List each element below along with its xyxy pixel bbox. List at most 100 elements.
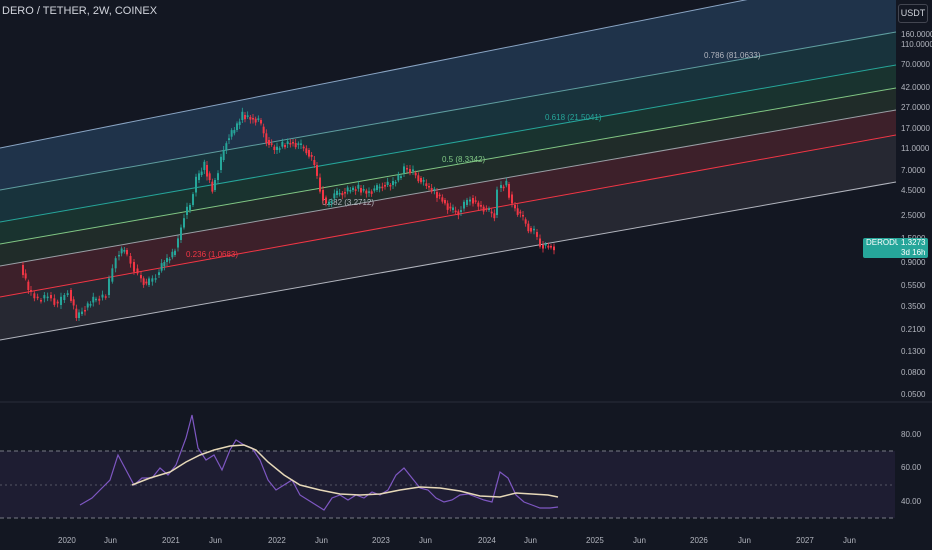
candle-body [460,210,462,212]
candle-body [414,172,417,176]
price-tick: 0.1300 [901,347,926,356]
candle-body [469,199,471,202]
price-tick: 0.5500 [901,281,926,290]
candle-body [522,215,524,217]
candle-body [163,262,166,267]
fib-band-0236 [0,135,896,340]
chart-title[interactable]: DERO / TETHER, 2W, COINEX [2,5,158,17]
candle-body [547,245,550,248]
candle-body [463,201,465,209]
candle-body [104,296,107,298]
candle-body [412,169,414,171]
fib-line-0236 [0,134,897,298]
candle-body [254,118,257,123]
candle-body [129,256,132,264]
candlestick-series[interactable] [22,107,555,321]
candle-body [438,194,441,197]
candle-body [276,146,278,150]
candle-body [208,173,211,181]
rsi-axis[interactable]: 80.00 60.00 40.00 [901,430,922,506]
fib-band-0786 [0,32,896,222]
candle-body [341,193,344,196]
candle-body [174,250,176,255]
candle-body [333,193,336,199]
candle-body [195,176,197,193]
candle-body [493,213,496,219]
currency-button[interactable]: USDT [898,4,928,23]
candle-body [180,227,182,240]
candle-body [300,143,302,145]
candle-body [384,185,386,187]
time-tick: Jun [633,536,646,545]
candle-body [417,175,420,182]
candle-body [78,312,80,318]
candle-body [514,205,516,209]
candle-body [189,205,191,210]
candle-body [289,143,292,145]
candle-body [151,278,154,282]
candle-body [474,200,477,202]
candle-body [336,190,338,195]
candle-body [357,184,360,189]
candle-body [452,207,454,210]
candle-body [46,296,49,299]
candle-body [508,184,510,198]
price-tick: 17.0000 [901,124,930,133]
candle-body [425,183,428,186]
candle-body [108,278,110,295]
candle-body [370,191,373,194]
candle-body [346,187,349,192]
candle-body [344,192,346,194]
candle-body [120,248,123,254]
candle-body [542,245,544,249]
candle-body [72,299,75,306]
candle-body [430,188,433,192]
rsi-pane[interactable] [0,414,895,519]
candle-body [198,173,200,180]
candle-body [449,206,452,209]
bar-countdown: 3d 16h [901,248,926,257]
candle-body [330,201,333,204]
price-tick: 0.9000 [901,258,926,267]
time-tick: Jun [738,536,751,545]
time-tick: Jun [104,536,117,545]
candle-body [133,262,135,272]
candle-body [482,206,485,212]
candle-body [177,238,179,248]
candle-body [376,185,378,190]
candle-body [252,118,254,120]
candle-body [533,228,535,231]
candle-body [260,120,262,124]
fib-line-0786 [0,31,897,191]
candle-body [488,208,490,210]
candle-body [30,290,32,292]
candle-body [485,208,488,210]
candle-body [527,223,530,232]
candle-body [268,140,270,145]
candle-body [118,254,120,257]
candle-body [22,265,24,275]
candle-body [360,188,362,193]
candle-body [50,295,52,299]
time-axis[interactable]: 2020 Jun 2021 Jun 2022 Jun 2023 Jun 2024… [58,536,856,545]
candle-body [142,278,145,285]
candle-body [33,293,36,299]
price-axis[interactable]: 160.0000 110.0000 70.0000 42.0000 27.000… [901,30,932,399]
candle-body [500,185,502,188]
candle-body [236,123,238,130]
candle-body [444,200,446,204]
candle-body [477,202,480,207]
candle-body [422,180,425,182]
candle-body [203,161,206,170]
fib-label-0382: 0.382 (3.2712) [322,198,374,207]
candle-body [325,197,327,204]
candle-body [454,210,457,213]
candle-body [302,146,305,149]
candle-body [365,190,368,194]
price-tag-symbol: DERODUSDT [866,238,917,247]
fib-channel[interactable] [0,0,897,341]
candle-body [297,143,300,145]
candle-body [95,298,97,301]
candle-body [154,278,157,280]
